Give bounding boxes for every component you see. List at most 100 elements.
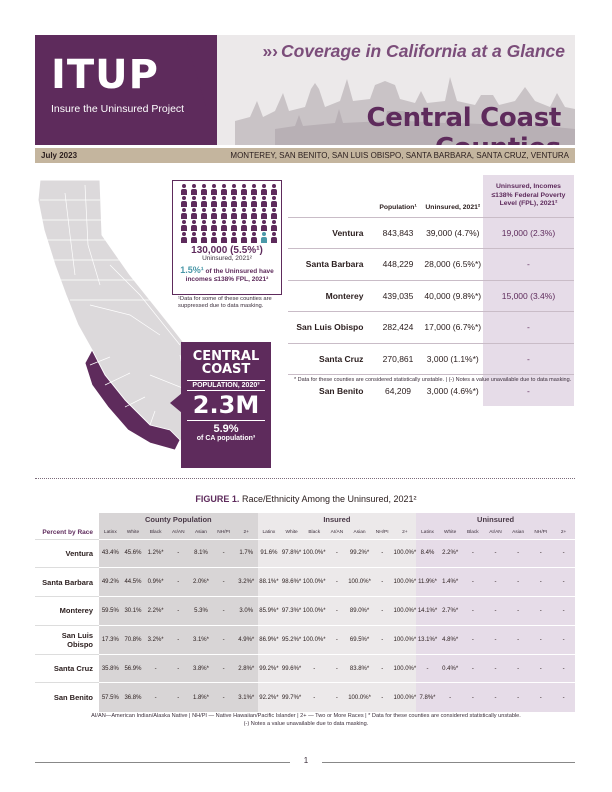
race-cell: -	[416, 653, 439, 683]
race-cell: -	[484, 653, 507, 683]
race-cell: -	[552, 682, 575, 712]
chevron-icons: »›	[262, 41, 279, 61]
person-icon	[219, 184, 228, 195]
race-cell: -	[302, 682, 326, 712]
figure-footnote: AI/AN—American Indian/Alaska Native | NH…	[91, 713, 521, 727]
race-cell: -	[325, 682, 349, 712]
race-cell: -	[325, 567, 349, 597]
race-cell: 100.0%*	[302, 567, 326, 597]
race-cell: 7.8%*	[416, 682, 439, 712]
race-cell: -	[506, 538, 530, 568]
county-population: 270,861	[373, 342, 423, 375]
person-icon	[249, 184, 258, 195]
race-cell: -	[370, 624, 394, 655]
race-cell: 3.2%*	[234, 567, 258, 597]
race-cell: 56.9%	[121, 653, 145, 683]
race-cell: -	[461, 538, 485, 568]
race-subheader: Latinx	[257, 526, 281, 539]
person-icon	[199, 232, 208, 243]
race-cell: 69.5%*	[348, 624, 371, 655]
race-cell: -	[484, 538, 507, 568]
county-row: San Luis Obispo 282,424 17,000 (6.7%*) -	[288, 311, 574, 343]
race-cell: 95.2%*	[280, 624, 303, 655]
race-cell: 3.1%*	[234, 682, 258, 712]
race-cell: -	[484, 567, 507, 597]
person-icon	[229, 196, 238, 207]
page-title: Central Coast Counties	[366, 103, 562, 145]
race-subheader: AI/AN	[166, 526, 190, 539]
race-cell: 100.0%*	[393, 538, 416, 568]
county-row: San Benito 64,209 3,000 (4.6%*) -	[288, 374, 574, 406]
race-row-county: Monterey	[35, 596, 99, 626]
race-cell: 1.8%*	[189, 682, 213, 712]
person-icon	[269, 196, 278, 207]
race-cell: -	[325, 596, 349, 626]
race-subheader: Latinx	[99, 526, 122, 539]
race-row-county: San Benito	[35, 682, 99, 712]
county-name: San Luis Obispo	[288, 311, 374, 343]
county-row: Ventura 843,843 39,000 (4.7%) 19,000 (2.3%)	[288, 216, 574, 249]
race-cell: 17.3%	[99, 624, 122, 655]
race-cell: 11.9%*	[416, 567, 439, 597]
race-cell: -	[552, 653, 575, 683]
race-cell: -	[484, 682, 507, 712]
race-cell: -	[529, 653, 553, 683]
person-icon	[239, 208, 248, 219]
race-cell: 4.8%*	[438, 624, 462, 655]
race-cell: 0.4%*	[438, 653, 462, 683]
race-cell: 100.0%*	[348, 567, 371, 597]
county-row: Monterey 439,035 40,000 (9.8%*) 15,000 (3.4…	[288, 279, 574, 312]
race-subheader: White	[438, 526, 462, 539]
race-cell: -	[461, 682, 485, 712]
person-icon	[229, 232, 238, 243]
county-uninsured-fpl: 19,000 (2.3%)	[482, 216, 574, 249]
report-date: July 2023	[41, 151, 78, 160]
logo-diagonal	[185, 35, 217, 145]
person-icon	[229, 184, 238, 195]
logo-wordmark: ITUP	[51, 52, 159, 98]
race-cell: 3.8%*	[189, 653, 213, 683]
group-header: Insured	[257, 513, 417, 526]
race-subheader: 2+	[552, 526, 575, 539]
race-cell: 88.1%*	[257, 567, 281, 597]
person-icon	[249, 196, 258, 207]
person-icon	[199, 220, 208, 231]
race-cell: -	[506, 624, 530, 655]
race-cell: 100.0%*	[393, 682, 416, 712]
race-cell: 100.0%*	[302, 596, 326, 626]
person-icon	[249, 232, 258, 243]
county-name: Santa Cruz	[288, 342, 374, 375]
footer-rule-left	[35, 762, 290, 763]
person-icon	[219, 196, 228, 207]
race-cell: 13.1%*	[416, 624, 439, 655]
race-cell: 2.2%*	[438, 538, 462, 568]
race-cell: 8.1%	[189, 538, 213, 568]
race-cell: 1.4%*	[438, 567, 462, 597]
person-icon	[259, 196, 268, 207]
race-cell: -	[461, 624, 485, 655]
race-cell: 0.9%*	[144, 567, 167, 597]
county-column-header	[288, 175, 373, 217]
race-cell: 100.0%*	[302, 624, 326, 655]
race-cell: 2.8%*	[234, 653, 258, 683]
race-cell: -	[325, 624, 349, 655]
race-cell: 3.0%	[234, 596, 258, 626]
race-cell: -	[438, 682, 462, 712]
person-icon	[219, 232, 228, 243]
race-cell: 5.3%	[189, 596, 213, 626]
race-subheader: Black	[302, 526, 326, 539]
race-cell: -	[370, 567, 394, 597]
race-cell: 3.1%*	[189, 624, 213, 655]
person-icon	[269, 232, 278, 243]
person-icon	[209, 196, 218, 207]
person-icon	[239, 232, 248, 243]
uninsured-summary-box: 130,000 (5.5%¹) Uninsured, 2021² 1.5%¹ o…	[172, 180, 282, 295]
percent-by-race-label: Percent by Race	[35, 526, 99, 539]
person-icon	[189, 232, 198, 243]
race-cell: -	[166, 653, 190, 683]
race-cell: -	[212, 596, 235, 626]
race-cell: 59.5%	[99, 596, 122, 626]
race-cell: 100.0%*	[348, 682, 371, 712]
county-population: 282,424	[373, 311, 423, 343]
county-population: 439,035	[373, 279, 423, 312]
